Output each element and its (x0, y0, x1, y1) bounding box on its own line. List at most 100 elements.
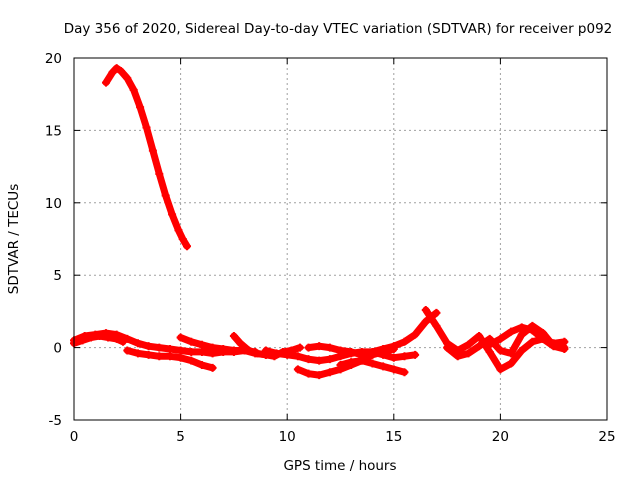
data-point (219, 345, 228, 354)
data-point (236, 339, 245, 348)
chart-title: Day 356 of 2020, Sidereal Day-to-day VTE… (64, 21, 613, 37)
data-point (507, 349, 516, 358)
data-point (133, 339, 142, 348)
data-point (432, 321, 441, 330)
data-point (136, 103, 145, 112)
series-trace (102, 64, 191, 250)
data-point (304, 369, 313, 378)
y-tick-label: 5 (53, 268, 62, 284)
data-point (464, 340, 473, 349)
x-tick-label: 25 (598, 429, 615, 445)
data-point (325, 355, 334, 364)
data-point (253, 349, 262, 358)
data-point (496, 365, 505, 374)
data-point (176, 333, 185, 342)
data-point (208, 343, 217, 352)
data-point (389, 353, 398, 362)
data-point (112, 64, 121, 73)
data-point (400, 337, 409, 346)
plot-frame (73, 57, 608, 421)
data-point (112, 334, 121, 343)
data-point (293, 365, 302, 374)
data-point (411, 350, 420, 359)
series-arc-i (336, 356, 409, 377)
data-point (496, 346, 505, 355)
data-point (229, 332, 238, 341)
data-point (108, 68, 117, 77)
data-point (528, 337, 537, 346)
data-point (325, 343, 334, 352)
data-point (389, 365, 398, 374)
data-point (304, 355, 313, 364)
data-point (357, 356, 366, 365)
series-arc-high (101, 64, 191, 251)
data-point (161, 191, 170, 200)
x-tick-label: 20 (492, 429, 509, 445)
data-point (507, 327, 516, 336)
data-point (187, 337, 196, 346)
data-point (78, 336, 87, 345)
y-tick-label: 10 (45, 196, 62, 212)
data-point (104, 333, 113, 342)
axis-ticks (73, 57, 608, 421)
data-point (178, 235, 187, 243)
data-point (283, 350, 292, 359)
data-point (507, 359, 516, 368)
data-point (123, 74, 132, 83)
data-point (95, 332, 104, 341)
data-point (272, 349, 281, 358)
data-point (325, 368, 334, 377)
data-point (485, 340, 494, 349)
data-point (368, 347, 377, 356)
data-point (496, 334, 505, 343)
x-tick-label: 10 (279, 429, 296, 445)
data-point (197, 340, 206, 349)
data-point (144, 350, 153, 359)
x-tick-label: 15 (385, 429, 402, 445)
data-point (176, 353, 185, 362)
data-point (315, 371, 324, 380)
data-point (155, 352, 164, 361)
data-point (168, 210, 177, 219)
series-layer (70, 64, 569, 380)
data-point (142, 123, 151, 132)
data-point (244, 346, 253, 355)
data-point (293, 352, 302, 361)
x-tick-label: 0 (70, 429, 79, 445)
y-tick-label: 20 (45, 51, 62, 67)
data-point (176, 346, 185, 355)
data-point (539, 334, 548, 343)
data-point (336, 346, 345, 355)
data-point (485, 347, 494, 356)
data-point (208, 363, 217, 372)
data-point (560, 343, 569, 352)
data-point (379, 362, 388, 371)
series-arc-l (485, 323, 569, 352)
data-point (411, 330, 420, 339)
data-point (119, 337, 128, 346)
data-point (400, 368, 409, 377)
data-point (182, 242, 191, 251)
y-tick-label: 0 (53, 341, 62, 357)
data-point (400, 352, 409, 361)
data-point (123, 346, 132, 355)
data-point (315, 342, 324, 351)
x-axis-label: GPS time / hours (283, 458, 396, 474)
data-point (475, 332, 484, 341)
data-point (133, 349, 142, 358)
data-point (517, 346, 526, 355)
y-axis-label: SDTVAR / TECUs (6, 184, 22, 294)
tick-labels: 0 5 10 15 20 25 -5 0 5 10 15 20 (45, 51, 616, 445)
data-point (304, 343, 313, 352)
data-point (129, 85, 138, 94)
data-point (197, 360, 206, 369)
x-tick-label: 5 (176, 429, 185, 445)
data-point (528, 326, 537, 335)
y-tick-label: -5 (49, 413, 62, 429)
data-point (347, 358, 356, 367)
series-arc-c (123, 346, 217, 372)
data-point (165, 352, 174, 361)
data-point (379, 345, 388, 354)
data-point (155, 169, 164, 178)
